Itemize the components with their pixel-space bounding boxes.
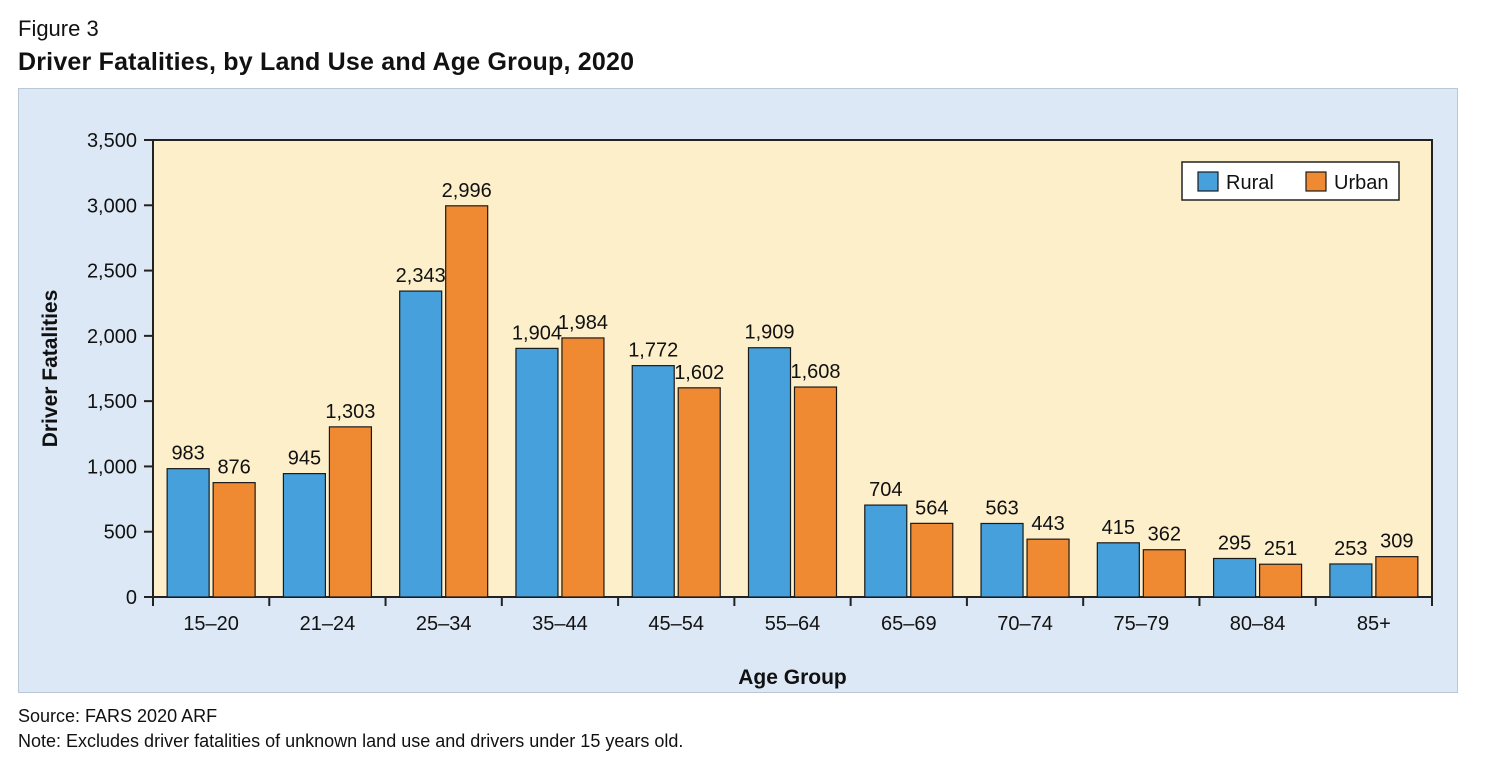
y-tick-label: 0 (126, 587, 137, 609)
data-label-urban: 443 (1031, 513, 1064, 535)
data-label-urban: 2,996 (442, 180, 492, 202)
bar-urban (445, 205, 489, 598)
data-label-rural: 1,909 (744, 322, 794, 344)
data-label-rural: 415 (1102, 517, 1135, 539)
data-label-rural: 253 (1334, 538, 1367, 560)
chart-panel: 0 500 1,000 1,500 2,000 2,500 3,000 3,500 15–20 2… (18, 88, 1458, 693)
x-tick-label: 25–34 (416, 613, 472, 635)
bar-rural (515, 347, 559, 598)
x-tick-label: 85+ (1357, 613, 1391, 635)
x-tick-label: 55–64 (765, 613, 821, 635)
x-tick-label: 15–20 (183, 613, 239, 635)
x-tick-label: 45–54 (648, 613, 704, 635)
x-tick-label: 65–69 (881, 613, 937, 635)
data-label-urban: 1,303 (325, 401, 375, 423)
bar-rural (282, 473, 327, 598)
bar-urban (1375, 556, 1419, 598)
x-tick-label: 21–24 (300, 613, 356, 635)
data-label-urban: 1,602 (674, 362, 724, 384)
x-tick-label: 80–84 (1230, 613, 1286, 635)
bar-rural (1212, 557, 1257, 598)
x-tick-label: 75–79 (1114, 613, 1170, 635)
bar-rural (1329, 563, 1373, 598)
x-axis-title: Age Group (738, 666, 847, 689)
data-label-urban: 362 (1148, 524, 1181, 546)
data-label-rural: 983 (171, 443, 204, 465)
bar-urban (910, 522, 954, 598)
y-axis-title: Driver Fatalities (39, 290, 62, 448)
data-label-urban: 309 (1380, 531, 1413, 553)
chart-title: Driver Fatalities, by Land Use and Age G… (18, 48, 635, 76)
legend-label-rural: Rural (1226, 172, 1274, 194)
bar-urban (1142, 549, 1186, 598)
data-label-urban: 1,608 (790, 361, 840, 383)
y-tick-label: 500 (104, 522, 137, 544)
bar-urban (1258, 563, 1303, 598)
bar-rural (747, 347, 792, 598)
footnote: Note: Excludes driver fatalities of unkn… (18, 731, 684, 751)
bar-rural (399, 290, 443, 598)
y-tick-label: 2,000 (87, 326, 137, 348)
bar-urban (677, 387, 721, 598)
bar-rural (631, 365, 675, 598)
bar-urban (212, 482, 256, 598)
legend-label-urban: Urban (1334, 172, 1388, 194)
y-tick-label: 1,500 (87, 391, 137, 413)
data-label-urban: 876 (217, 457, 250, 479)
y-tick-label: 3,500 (87, 130, 137, 152)
data-label-rural: 1,904 (512, 322, 562, 344)
data-label-rural: 704 (869, 479, 902, 501)
data-label-urban: 564 (915, 497, 948, 519)
x-tick-label: 70–74 (997, 613, 1053, 635)
legend-swatch-urban (1305, 171, 1327, 192)
data-label-rural: 1,772 (628, 340, 678, 362)
data-label-urban: 251 (1264, 538, 1297, 560)
bar-urban (561, 337, 605, 598)
bar-rural (1096, 542, 1140, 598)
legend-swatch-rural (1197, 171, 1219, 192)
bar-urban (328, 426, 373, 598)
bar-urban (1026, 538, 1070, 598)
source-note: Source: FARS 2020 ARF (18, 706, 218, 726)
bar-rural (980, 522, 1024, 598)
bar-rural (864, 504, 908, 598)
x-tick-label: 35–44 (532, 613, 588, 635)
bar-rural (166, 468, 210, 598)
figure-label: Figure 3 (18, 16, 99, 41)
data-label-rural: 2,343 (396, 265, 446, 287)
bar-chart: 0 500 1,000 1,500 2,000 2,500 3,000 3,500 15–20 2… (39, 130, 1433, 689)
y-tick-label: 3,000 (87, 195, 137, 217)
y-tick-label: 2,500 (87, 261, 137, 283)
data-label-rural: 563 (985, 497, 1018, 519)
y-tick-label: 1,000 (87, 456, 137, 478)
data-label-rural: 295 (1218, 532, 1251, 554)
bar-urban (793, 386, 838, 598)
data-label-urban: 1,984 (558, 312, 608, 334)
data-label-rural: 945 (288, 448, 321, 470)
